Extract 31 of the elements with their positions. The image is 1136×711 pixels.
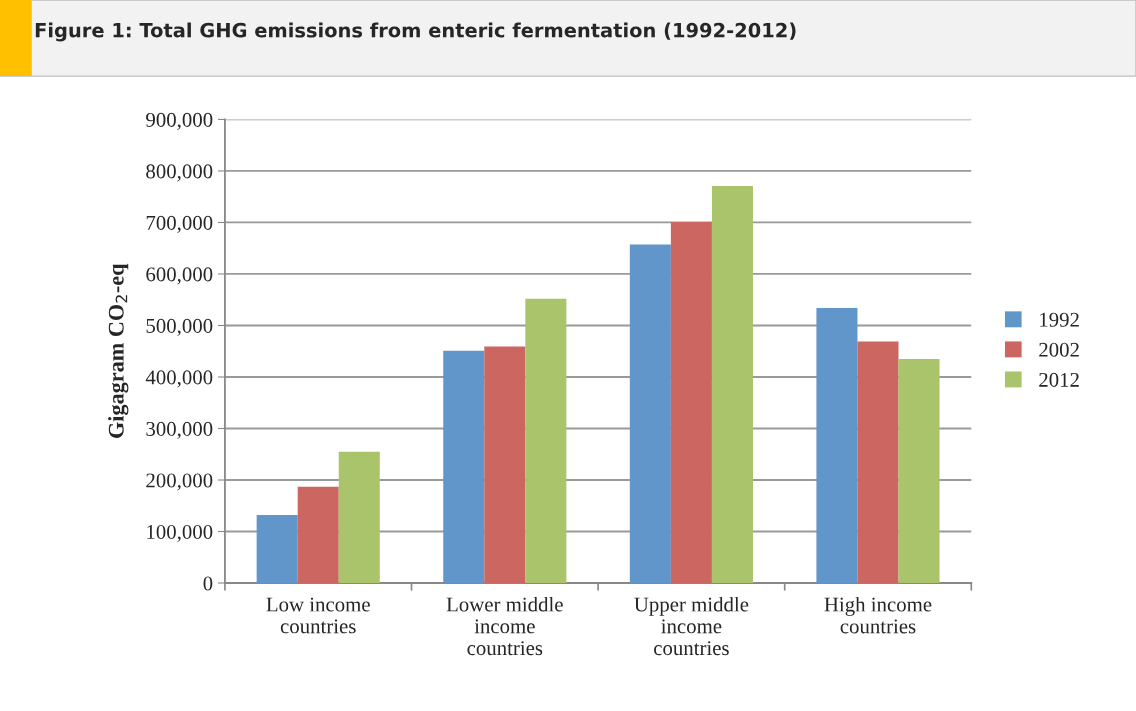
bar — [816, 307, 858, 584]
bar — [256, 515, 298, 584]
x-tick-label: High income countries — [824, 596, 932, 634]
y-tick-label: 900,000 — [146, 112, 213, 130]
chart-title: Figure 1: Total GHG emissions from enteric fermentation (1992-2012) — [35, 22, 796, 42]
y-tick-label: 200,000 — [146, 473, 213, 491]
bar — [898, 358, 940, 584]
bar — [629, 244, 671, 584]
bar — [484, 346, 526, 584]
y-tick-label: 700,000 — [146, 215, 213, 233]
y-axis-title: Gigagram CO$_{2}$-eq — [108, 263, 129, 438]
x-tick-label: Lower middle income countries — [446, 596, 563, 656]
legend-label: 2012 — [1039, 372, 1079, 387]
legend-label: 2002 — [1039, 342, 1079, 357]
y-tick-label: 800,000 — [146, 164, 213, 182]
y-tick-label: 0 — [203, 576, 213, 591]
bar — [525, 298, 567, 584]
y-tick-label: 500,000 — [146, 318, 213, 336]
bar — [711, 185, 753, 584]
bar — [857, 341, 899, 584]
y-tick-label: 400,000 — [145, 370, 213, 388]
x-tick-label: Upper middle income countries — [634, 596, 749, 656]
bar — [338, 451, 380, 584]
y-tick-label: 300,000 — [146, 421, 213, 439]
bar — [443, 350, 485, 584]
y-tick-label: 600,000 — [146, 267, 213, 285]
y-tick-label: 100,000 — [147, 524, 213, 542]
bar — [670, 221, 712, 584]
legend-label: 1992 — [1040, 312, 1079, 327]
bar — [297, 486, 339, 584]
x-tick-label: Low income countries — [266, 597, 370, 634]
